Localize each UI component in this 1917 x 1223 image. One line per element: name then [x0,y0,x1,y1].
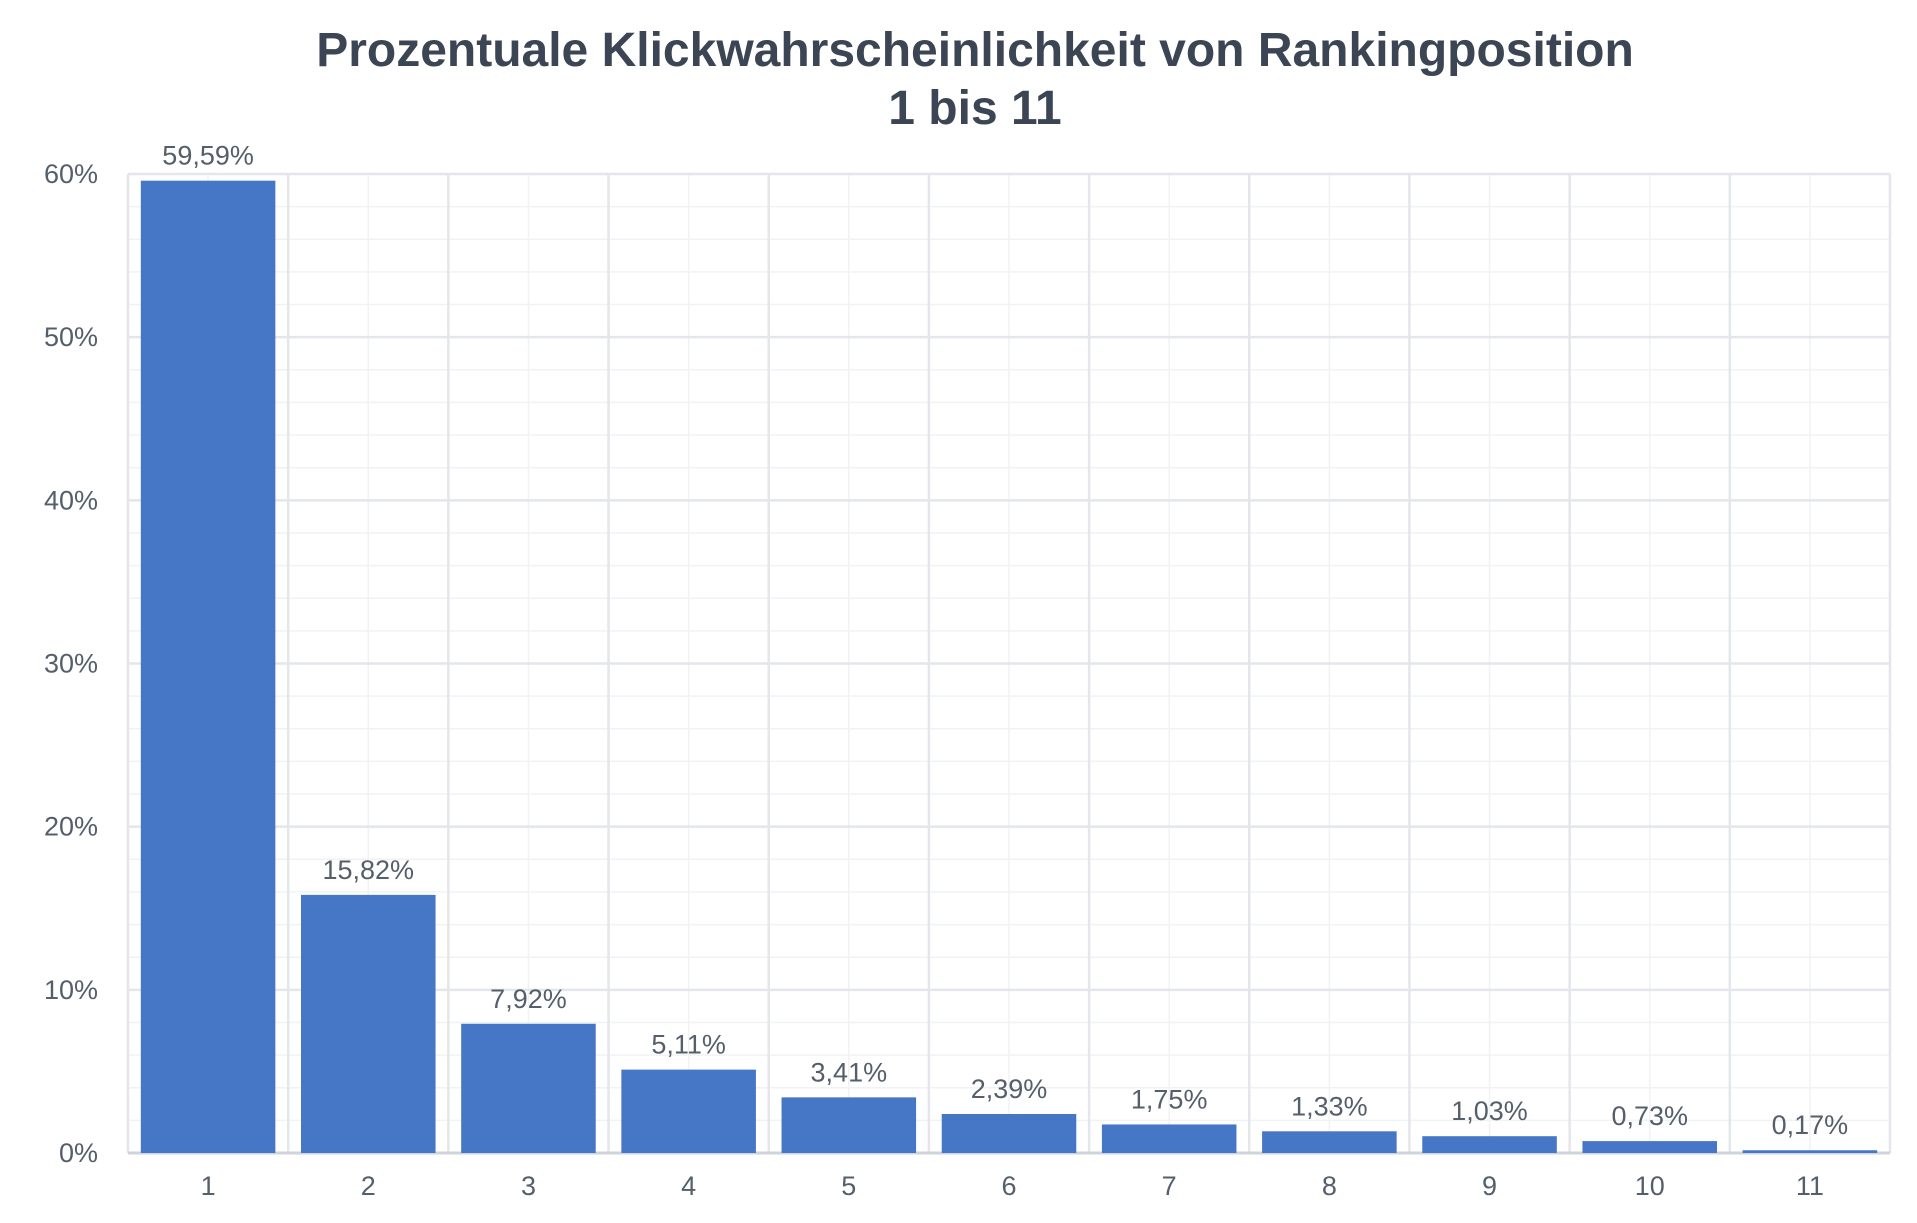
bar-value-label: 0,73% [1611,1101,1688,1131]
labels: 0% 10% 20% 30% 40% 50% 60% 59,59% 1 15,82% 2 7,92% 3… [44,141,1848,1201]
bar [781,1097,917,1153]
bar [1422,1136,1557,1153]
x-tick-label: 10 [1635,1171,1665,1201]
x-tick-label: 7 [1162,1171,1177,1201]
bar-value-label: 2,39% [971,1074,1048,1104]
bar-value-label: 1,33% [1291,1091,1368,1121]
x-tick-label: 5 [841,1171,856,1201]
x-tick-label: 3 [521,1171,536,1201]
bar-value-label: 3,41% [811,1057,888,1087]
chart-title: Prozentuale Klickwahrscheinlichkeit von … [316,24,1634,77]
x-tick-label: 4 [681,1171,696,1201]
y-tick-label: 40% [44,485,98,515]
x-tick-label: 2 [361,1171,376,1201]
x-tick-label: 1 [201,1171,216,1201]
bar [461,1023,596,1153]
bar-value-label: 0,17% [1772,1110,1849,1140]
bar [1262,1131,1397,1153]
bar [1582,1141,1718,1153]
bar-value-label: 1,75% [1131,1084,1208,1114]
bar [941,1114,1077,1153]
y-tick-label: 20% [44,812,98,842]
bar-value-label: 59,59% [162,141,254,171]
bar [1742,1150,1878,1153]
x-tick-label: 11 [1796,1171,1824,1201]
y-tick-label: 10% [44,975,98,1005]
chart-subtitle: 1 bis 11 [888,82,1061,135]
bar [1101,1124,1237,1153]
bar-value-label: 7,92% [490,984,567,1014]
bar [140,180,276,1154]
bar [300,894,436,1153]
y-tick-label: 60% [44,159,98,189]
x-tick-label: 9 [1482,1171,1497,1201]
bar-value-label: 1,03% [1451,1096,1528,1126]
x-tick-label: 8 [1322,1171,1337,1201]
y-tick-label: 0% [59,1138,98,1168]
bar [621,1069,756,1153]
x-tick-label: 6 [1001,1171,1016,1201]
bar-value-label: 15,82% [322,855,414,885]
bars [140,180,1878,1154]
bar-value-label: 5,11% [651,1030,726,1060]
y-tick-label: 30% [44,649,98,679]
y-tick-label: 50% [44,322,98,352]
